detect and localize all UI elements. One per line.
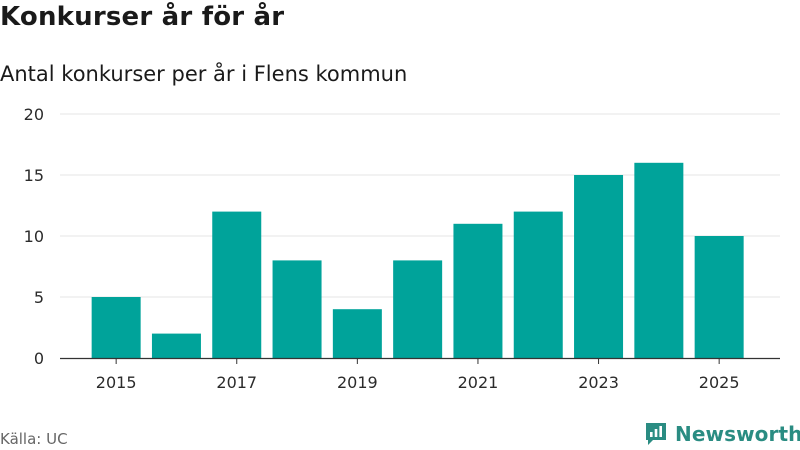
bar-2025	[694, 236, 744, 358]
y-tick-label: 0	[34, 349, 44, 368]
x-tick-label: 2021	[458, 373, 499, 392]
bar-2016	[151, 333, 201, 358]
newsworthy-logo[interactable]: Newsworthy	[644, 420, 800, 448]
source-note: Källa: UC	[0, 430, 68, 448]
newsworthy-logo-icon	[646, 423, 666, 445]
bar-2015	[91, 297, 141, 358]
bar-2018	[272, 260, 322, 358]
x-tick-label: 2019	[337, 373, 378, 392]
bar-2017	[212, 211, 262, 358]
x-tick-label: 2023	[578, 373, 619, 392]
y-tick-label: 20	[24, 105, 44, 124]
newsworthy-logo-text: Newsworthy	[675, 422, 800, 446]
bar-2023	[574, 175, 624, 358]
y-tick-label: 5	[34, 288, 44, 307]
bar-2024	[634, 162, 684, 358]
x-tick-label: 2017	[216, 373, 257, 392]
y-tick-label: 15	[24, 166, 44, 185]
chart-title: Konkurser år för år	[0, 2, 285, 32]
bar-2019	[332, 309, 382, 358]
y-tick-label: 10	[24, 227, 44, 246]
x-tick-label: 2025	[699, 373, 740, 392]
bar-2020	[393, 260, 443, 358]
bar-2022	[513, 211, 563, 358]
x-tick-label: 2015	[96, 373, 137, 392]
bar-2021	[453, 223, 503, 358]
chart-subtitle: Antal konkurser per år i Flens kommun	[0, 62, 408, 86]
